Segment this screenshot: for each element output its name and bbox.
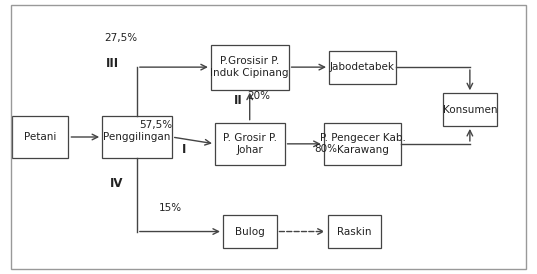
FancyBboxPatch shape: [328, 215, 381, 248]
Text: II: II: [234, 93, 242, 107]
Text: IV: IV: [110, 177, 124, 190]
Text: P. Pengecer Kab.
Karawang: P. Pengecer Kab. Karawang: [320, 133, 405, 155]
Text: 15%: 15%: [158, 203, 182, 213]
Text: Raskin: Raskin: [337, 227, 372, 236]
FancyBboxPatch shape: [443, 93, 497, 126]
Text: Penggilingan: Penggilingan: [103, 132, 171, 142]
Text: Petani: Petani: [24, 132, 56, 142]
Text: III: III: [106, 56, 119, 70]
Text: 57,5%: 57,5%: [139, 120, 172, 130]
Text: I: I: [182, 143, 186, 156]
FancyBboxPatch shape: [211, 45, 289, 90]
Text: 20%: 20%: [247, 91, 270, 101]
FancyBboxPatch shape: [329, 51, 396, 84]
Text: Bulog: Bulog: [235, 227, 265, 236]
Text: Jabodetabek: Jabodetabek: [330, 62, 395, 72]
FancyBboxPatch shape: [12, 116, 69, 158]
FancyBboxPatch shape: [323, 123, 402, 165]
Text: Konsumen: Konsumen: [442, 105, 497, 115]
Text: 27,5%: 27,5%: [105, 33, 138, 43]
Text: 80%: 80%: [314, 144, 337, 154]
Text: P. Grosir P.
Johar: P. Grosir P. Johar: [223, 133, 277, 155]
FancyBboxPatch shape: [102, 116, 172, 158]
Text: P.Grosisir P.
Induk Cipinang: P.Grosisir P. Induk Cipinang: [211, 56, 289, 78]
FancyBboxPatch shape: [215, 123, 285, 165]
FancyBboxPatch shape: [223, 215, 277, 248]
